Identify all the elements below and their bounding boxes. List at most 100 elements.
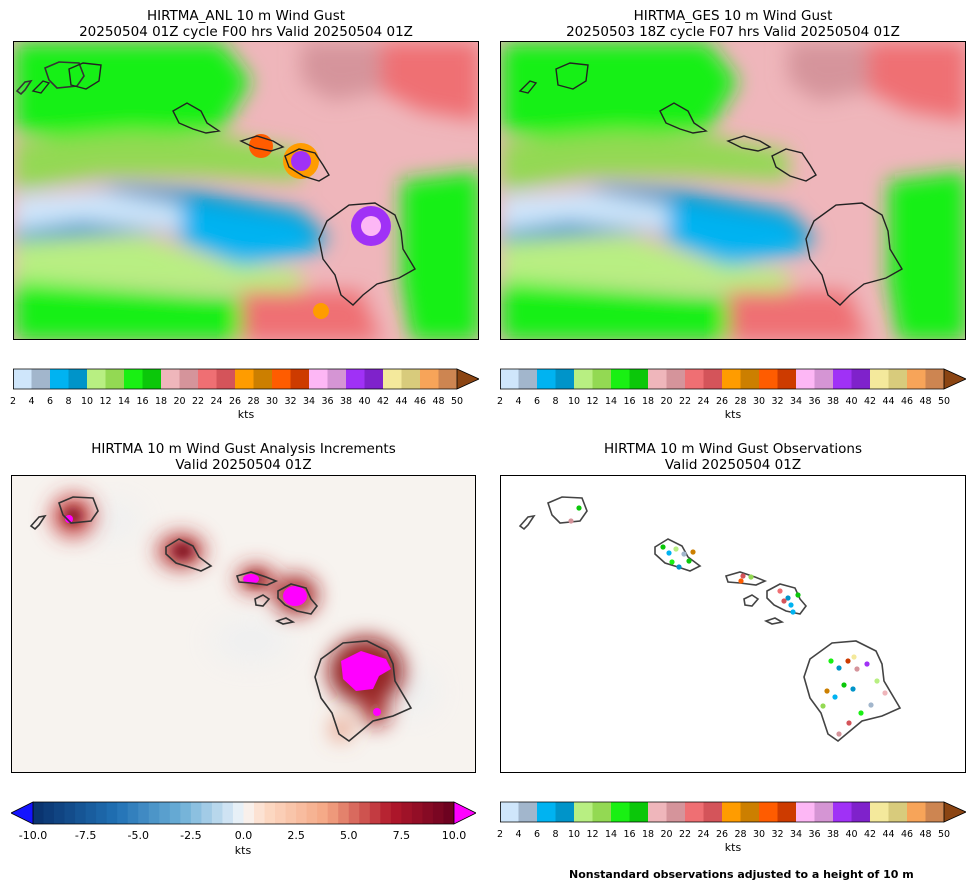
inc-colorbar-swatch bbox=[254, 802, 266, 824]
obs-colorbar-tick-label: 10 bbox=[567, 829, 581, 840]
ges-colorbar-swatch bbox=[592, 369, 612, 389]
ges-colorbar-tick-label: 40 bbox=[845, 396, 858, 407]
obs-colorbar-tick-label: 4 bbox=[515, 829, 522, 840]
anl-colorbar-swatch bbox=[401, 369, 421, 389]
obs-colorbar-swatches bbox=[500, 801, 967, 823]
ges-colorbar-swatch bbox=[833, 369, 852, 389]
obs-title: HIRTMA 10 m Wind Gust Observations Valid… bbox=[500, 441, 966, 473]
anl-title-line1: HIRTMA_ANL 10 m Wind Gust bbox=[146, 8, 346, 24]
observation-dot bbox=[858, 710, 864, 716]
observation-dot bbox=[850, 686, 856, 692]
anl-colorbar-tick-label: 44 bbox=[395, 396, 408, 407]
observation-dot bbox=[785, 595, 791, 601]
obs-colorbar-swatch bbox=[796, 802, 815, 822]
obs-colorbar-swatch bbox=[648, 802, 667, 822]
ges-colorbar-tick-label: 32 bbox=[771, 396, 784, 407]
obs-colorbar-tick-label: 50 bbox=[937, 829, 951, 840]
ges-colorbar-swatch bbox=[851, 369, 871, 389]
obs-colorbar-swatch bbox=[500, 802, 519, 822]
anl-colorbar-swatch bbox=[87, 369, 106, 389]
observation-dot bbox=[820, 703, 826, 709]
inc-colorbar-tick-label: -5.0 bbox=[127, 829, 149, 842]
ges-colorbar-swatch bbox=[629, 369, 649, 389]
inc-colorbar-tick-label: -10.0 bbox=[18, 829, 48, 842]
anl-colorbar-tick-label: 2 bbox=[9, 396, 17, 407]
inc-colorbar-swatch bbox=[369, 802, 381, 824]
observation-dot bbox=[568, 518, 574, 524]
inc-colorbar-swatch bbox=[306, 802, 318, 824]
observation-dot bbox=[841, 682, 847, 688]
anl-colorbar-swatches bbox=[13, 368, 480, 390]
ges-colorbar-tick-label: 26 bbox=[715, 396, 729, 407]
inc-colorbar-swatch bbox=[359, 802, 371, 824]
inc-colorbar-swatch bbox=[443, 802, 455, 824]
anl-colorbar-tick-label: 50 bbox=[450, 396, 464, 407]
anl-colorbar-swatch bbox=[68, 369, 88, 389]
anl-colorbar-swatch bbox=[198, 369, 217, 389]
obs-map bbox=[500, 475, 966, 773]
obs-colorbar-swatch bbox=[777, 802, 797, 822]
inc-colorbar-swatch bbox=[317, 802, 329, 824]
observation-dot bbox=[851, 654, 857, 660]
ges-colorbar-tick-label: 20 bbox=[660, 396, 673, 407]
inc-colorbar-swatch bbox=[232, 802, 244, 824]
inc-colorbar-swatch bbox=[180, 802, 192, 824]
inc-colorbar-tick-label: -2.5 bbox=[180, 829, 202, 842]
anl-colorbar-tick-label: 12 bbox=[99, 396, 112, 407]
anl-colorbar-swatch bbox=[346, 369, 365, 389]
anl-colorbar-swatch bbox=[50, 369, 69, 389]
ges-colorbar-swatch bbox=[685, 369, 704, 389]
inc-colorbar-swatch bbox=[401, 802, 413, 824]
obs-colorbar-tick-label: 44 bbox=[882, 829, 895, 840]
anl-colorbar-swatch bbox=[216, 369, 236, 389]
inc-colorbar-swatch bbox=[64, 802, 76, 824]
observation-dot bbox=[846, 720, 852, 726]
ges-colorbar-tick-label: 48 bbox=[919, 396, 932, 407]
observation-dot bbox=[836, 665, 842, 671]
obs-colorbar-tick-label: 8 bbox=[552, 829, 559, 840]
obs-colorbar-swatch bbox=[833, 802, 852, 822]
ges-map bbox=[500, 41, 966, 340]
ges-colorbar-ticks: 2 4 6 8 10 12 14 16 18 20 22 24 26 28 30 32 34 36 38 40 42 44… bbox=[497, 396, 966, 408]
obs-colorbar-swatch bbox=[907, 802, 926, 822]
anl-colorbar-tick-label: 16 bbox=[136, 396, 149, 407]
observation-dot bbox=[738, 578, 744, 584]
anl-colorbar-swatch bbox=[327, 369, 347, 389]
ges-colorbar-swatch bbox=[888, 369, 908, 389]
ges-colorbar-tick-label: 4 bbox=[515, 396, 522, 407]
anl-colorbar-tick-label: 28 bbox=[247, 396, 260, 407]
anl-colorbar-swatch bbox=[13, 369, 32, 389]
ges-colorbar-swatch bbox=[740, 369, 760, 389]
obs-colorbar-tick-label: 6 bbox=[533, 829, 541, 840]
inc-colorbar-swatch bbox=[411, 802, 423, 824]
anl-colorbar-extend-arrow bbox=[456, 368, 480, 390]
ges-colorbar-swatch bbox=[537, 369, 556, 389]
inc-colorbar-tick-label: 10.0 bbox=[441, 829, 467, 842]
anl-colorbar-tick-label: 40 bbox=[358, 396, 371, 407]
obs-colorbar-tick-label: 20 bbox=[660, 829, 673, 840]
inc-colorbar-swatch bbox=[211, 802, 223, 824]
obs-colorbar: 2 4 6 8 10 12 14 16 18 20 22 24 26 28 30 32 34 36 38 40 42 44… bbox=[497, 801, 967, 854]
observation-dot bbox=[676, 564, 682, 570]
obs-colorbar-swatch bbox=[722, 802, 741, 822]
anl-colorbar-tick-label: 26 bbox=[228, 396, 242, 407]
inc-colorbar-tick-label: 2.5 bbox=[287, 829, 305, 842]
ges-colorbar-swatch bbox=[500, 369, 519, 389]
inc-colorbar-swatch bbox=[54, 802, 66, 824]
inc-colorbar-under-arrow bbox=[10, 801, 34, 825]
inc-colorbar-swatch bbox=[338, 802, 350, 824]
ges-colorbar-tick-label: 28 bbox=[734, 396, 747, 407]
observation-dot bbox=[824, 688, 830, 694]
anl-title-line2: 20250504 01Z cycle F00 hrs Valid 2025050… bbox=[79, 24, 413, 40]
inc-colorbar-tick-label: 5.0 bbox=[340, 829, 358, 842]
obs-colorbar-swatch bbox=[740, 802, 760, 822]
obs-colorbar-swatch bbox=[574, 802, 593, 822]
obs-colorbar-tick-label: 22 bbox=[678, 829, 692, 840]
observation-dot bbox=[836, 731, 842, 737]
anl-colorbar-tick-label: 8 bbox=[65, 396, 72, 407]
inc-colorbar-swatch bbox=[75, 802, 87, 824]
observation-dot bbox=[864, 661, 870, 667]
obs-colorbar-swatch bbox=[611, 802, 630, 822]
observation-dot bbox=[686, 558, 692, 564]
obs-colorbar-tick-label: 34 bbox=[789, 829, 803, 840]
